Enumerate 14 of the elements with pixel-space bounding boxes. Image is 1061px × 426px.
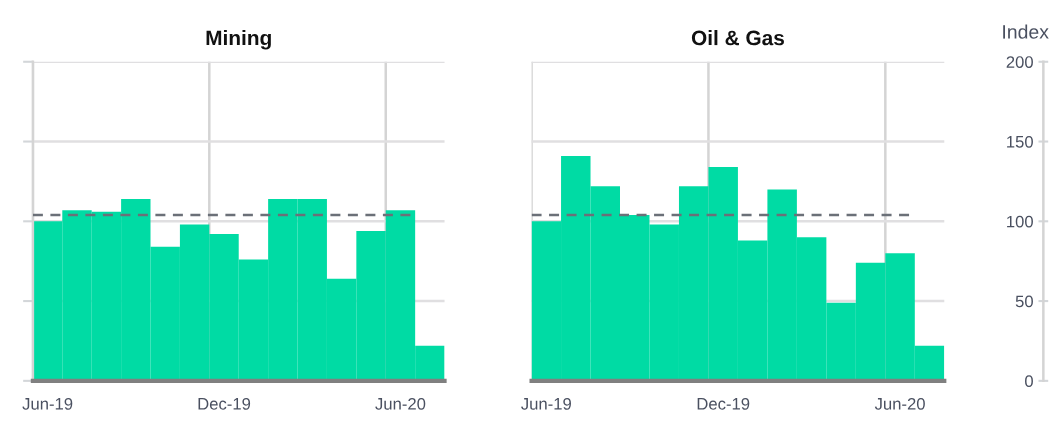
x-tick-label: Jun-20 [874,397,925,410]
y-tick-label: 100 [1007,215,1033,228]
x-tick-label: Dec-19 [198,397,251,410]
y-tick-label: 150 [1007,135,1033,148]
chart-title: Mining [206,30,271,50]
x-tick-label: Jun-19 [22,397,73,410]
y-tick-label: 200 [1006,56,1033,68]
y-tick-label: 0 [1025,375,1033,388]
x-tick-label: Jun-20 [375,397,426,410]
x-tick-label: Jun-19 [521,397,571,410]
x-tick-label: Dec-19 [697,397,750,410]
y-axis-title: Index [1003,24,1049,39]
chart-title: Oil & Gas [691,30,784,46]
y-tick-label: 50 [1015,295,1033,308]
